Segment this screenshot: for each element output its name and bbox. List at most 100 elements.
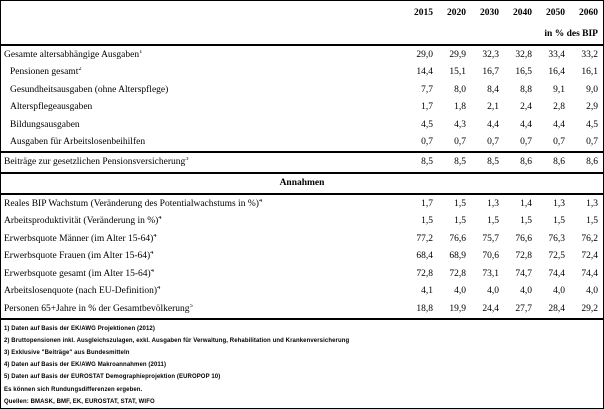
value-cell: 74,4 [548, 268, 565, 279]
table-row: Arbeitsproduktivität (Veränderung in %)4… [1, 213, 603, 231]
row-label: Ausgaben für Arbeitslosenbeihilfen [10, 137, 146, 148]
table-row: Arbeitslosenquote (nach EU-Definition)4 4… [1, 283, 603, 301]
value-cell: 4,5 [586, 119, 598, 130]
value-cell: 8,6 [586, 157, 598, 168]
value-cell: 4,4 [487, 119, 499, 130]
value-cell: 33,4 [548, 49, 565, 60]
value-cell: 8,5 [487, 157, 499, 168]
value-cell: 15,1 [449, 67, 466, 78]
table-row: Beiträge zur gesetzlichen Pensionsversic… [1, 153, 603, 172]
value-cell: 1,5 [487, 216, 499, 227]
table-row: Bildungsausgaben 4,5 4,3 4,4 4,4 4,4 4,5 [1, 116, 603, 134]
table-row: Gesundheitsausgaben (ohne Alterspflege) 7… [1, 81, 603, 99]
row-label: Personen 65+Jahre in % der Gesamtbevölke… [4, 303, 193, 314]
row-label: Erwerbsquote gesamt (im Alter 15-64)4 [4, 268, 154, 279]
value-cell: 4,3 [454, 119, 466, 130]
value-cell: 1,8 [454, 102, 466, 113]
value-cell: 32,8 [515, 49, 532, 60]
value-cell: 28,4 [548, 303, 565, 314]
value-cell: 0,7 [454, 137, 466, 148]
year-column-header: 2060 [579, 8, 598, 19]
value-cell: 14,4 [416, 67, 433, 78]
value-cell: 4,0 [553, 286, 565, 297]
value-cell: 4,4 [520, 119, 532, 130]
table-row: Reales BIP Wachstum (Veränderung des Pot… [1, 195, 603, 213]
value-cell: 4,4 [553, 119, 565, 130]
row-label: Reales BIP Wachstum (Veränderung des Pot… [4, 198, 263, 209]
row-label: Arbeitsproduktivität (Veränderung in %)4 [4, 216, 162, 227]
pre-assumptions-rule [1, 171, 603, 174]
value-cell: 8,6 [553, 157, 565, 168]
table-row: Erwerbsquote Männer (im Alter 15-64)4 77,… [1, 230, 603, 248]
value-cell: 9,0 [586, 84, 598, 95]
footnotes-block: 1) Daten auf Basis der EK/AWG Projektion… [1, 320, 603, 408]
value-cell: 72,8 [449, 268, 466, 279]
value-cell: 74,4 [581, 268, 598, 279]
table-row: Gesamte altersabhängige Ausgaben1 29,0 29,… [1, 46, 603, 64]
assumptions-section-title: Annahmen [279, 178, 325, 189]
row-label: Gesamte altersabhängige Ausgaben1 [4, 49, 143, 60]
value-cell: 16,7 [482, 67, 499, 78]
value-cell: 24,4 [482, 303, 499, 314]
value-cell: 16,1 [581, 67, 598, 78]
year-column-header: 2020 [447, 8, 466, 19]
value-cell: 8,5 [421, 157, 433, 168]
pre-footnotes-rule [1, 317, 603, 320]
value-cell: 1,7 [421, 198, 433, 209]
value-cell: 19,9 [449, 303, 466, 314]
value-cell: 2,4 [520, 102, 532, 113]
table-row: Erwerbsquote gesamt (im Alter 15-64)4 72,… [1, 265, 603, 283]
value-cell: 4,0 [586, 286, 598, 297]
unit-label: in % des BIP [544, 28, 598, 39]
table-row: Pensionen gesamt2 14,4 15,1 16,7 16,5 16,4 16,… [1, 63, 603, 81]
value-cell: 72,8 [515, 251, 532, 262]
post-assumptions-title-rule [1, 193, 603, 196]
footnote-line: 2) Bruttopensionen inkl. Ausgleichszulag… [4, 337, 350, 344]
value-cell: 16,5 [515, 67, 532, 78]
row-label: Bildungsausgaben [10, 119, 80, 130]
value-cell: 1,3 [487, 198, 499, 209]
value-cell: 8,6 [520, 157, 532, 168]
value-cell: 76,2 [581, 233, 598, 244]
value-cell: 68,4 [416, 251, 433, 262]
table-row: Ausgaben für Arbeitslosenbeihilfen 0,7 0,7… [1, 133, 603, 151]
value-cell: 2,1 [487, 102, 499, 113]
year-column-header: 2015 [414, 8, 433, 19]
value-cell: 32,3 [482, 49, 499, 60]
row-label: Gesundheitsausgaben (ohne Alterspflege) [10, 84, 169, 95]
table-row: Personen 65+Jahre in % der Gesamtbevölke… [1, 300, 603, 318]
value-cell: 1,5 [553, 216, 565, 227]
value-cell: 1,5 [454, 216, 466, 227]
value-cell: 1,7 [421, 102, 433, 113]
value-cell: 68,9 [449, 251, 466, 262]
year-columns: 2015 2020 2030 2040 2050 2060 [400, 8, 598, 18]
contribution-section: Beiträge zur gesetzlichen Pensionsversic… [1, 153, 603, 172]
value-cell: 0,7 [586, 137, 598, 148]
row-label: Erwerbsquote Männer (im Alter 15-64)4 [4, 233, 157, 244]
value-cell: 72,4 [581, 251, 598, 262]
value-cell: 16,4 [548, 67, 565, 78]
value-cell: 76,6 [449, 233, 466, 244]
value-cell: 1,5 [454, 198, 466, 209]
value-cell: 1,5 [520, 216, 532, 227]
value-cell: 27,7 [515, 303, 532, 314]
value-cell: 73,1 [482, 268, 499, 279]
value-cell: 70,6 [482, 251, 499, 262]
footnote-line: Quellen: BMASK, BMF, EK, EUROSTAT, STAT,… [4, 398, 155, 405]
value-cell: 9,1 [553, 84, 565, 95]
value-cell: 18,8 [416, 303, 433, 314]
footnote-line: 1) Daten auf Basis der EK/AWG Projektion… [4, 325, 155, 332]
value-cell: 29,9 [449, 49, 466, 60]
footnote-line: 3) Exklusive "Beiträge" aus Bundesmittel… [4, 350, 130, 357]
year-column-header: 2040 [513, 8, 532, 19]
value-cell: 2,8 [553, 102, 565, 113]
assumptions-section: Reales BIP Wachstum (Veränderung des Pot… [1, 195, 603, 318]
value-cell: 8,0 [454, 84, 466, 95]
header-rule [1, 43, 603, 46]
table-row: Erwerbsquote Frauen (im Alter 15-64)4 68,… [1, 248, 603, 266]
year-column-header: 2050 [546, 8, 565, 19]
value-cell: 1,3 [586, 198, 598, 209]
value-cell: 0,7 [487, 137, 499, 148]
value-cell: 8,4 [487, 84, 499, 95]
